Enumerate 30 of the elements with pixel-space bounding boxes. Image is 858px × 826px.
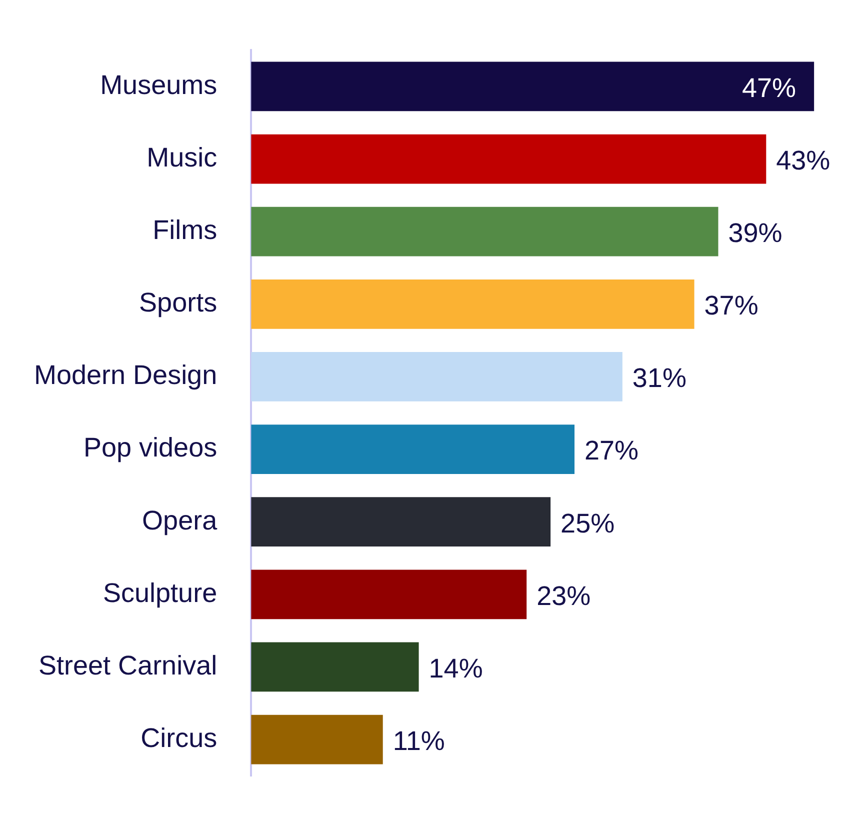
y-tick-label: Opera <box>142 505 218 536</box>
bar <box>251 570 527 620</box>
bar <box>251 352 622 402</box>
y-tick-label: Museums <box>100 70 218 100</box>
bar <box>251 134 766 184</box>
bar <box>251 279 694 329</box>
y-tick-label: Films <box>152 215 218 246</box>
y-tick-label: Sports <box>139 288 218 318</box>
data-label: 39% <box>728 218 782 248</box>
data-label: 23% <box>536 580 591 611</box>
data-label: 25% <box>560 508 615 538</box>
y-tick-label: Sculpture <box>103 578 218 608</box>
y-tick-label: Circus <box>140 722 218 753</box>
data-label: 43% <box>776 145 830 176</box>
data-label: 47% <box>742 72 796 103</box>
data-label: 37% <box>704 290 758 321</box>
y-tick-label: Music <box>146 142 218 172</box>
bar <box>251 424 575 474</box>
y-tick-label: Pop videos <box>84 432 218 463</box>
bar <box>251 714 383 764</box>
bar <box>251 206 718 256</box>
data-label: 11% <box>392 726 445 756</box>
y-tick-label: Modern Design <box>34 360 218 390</box>
data-label: 14% <box>428 653 483 684</box>
bar <box>251 497 551 547</box>
bar <box>251 642 419 692</box>
data-label: 31% <box>632 363 686 394</box>
y-tick-label: Street Carnival <box>38 650 218 680</box>
bar <box>251 62 814 112</box>
data-label: 27% <box>584 436 639 466</box>
